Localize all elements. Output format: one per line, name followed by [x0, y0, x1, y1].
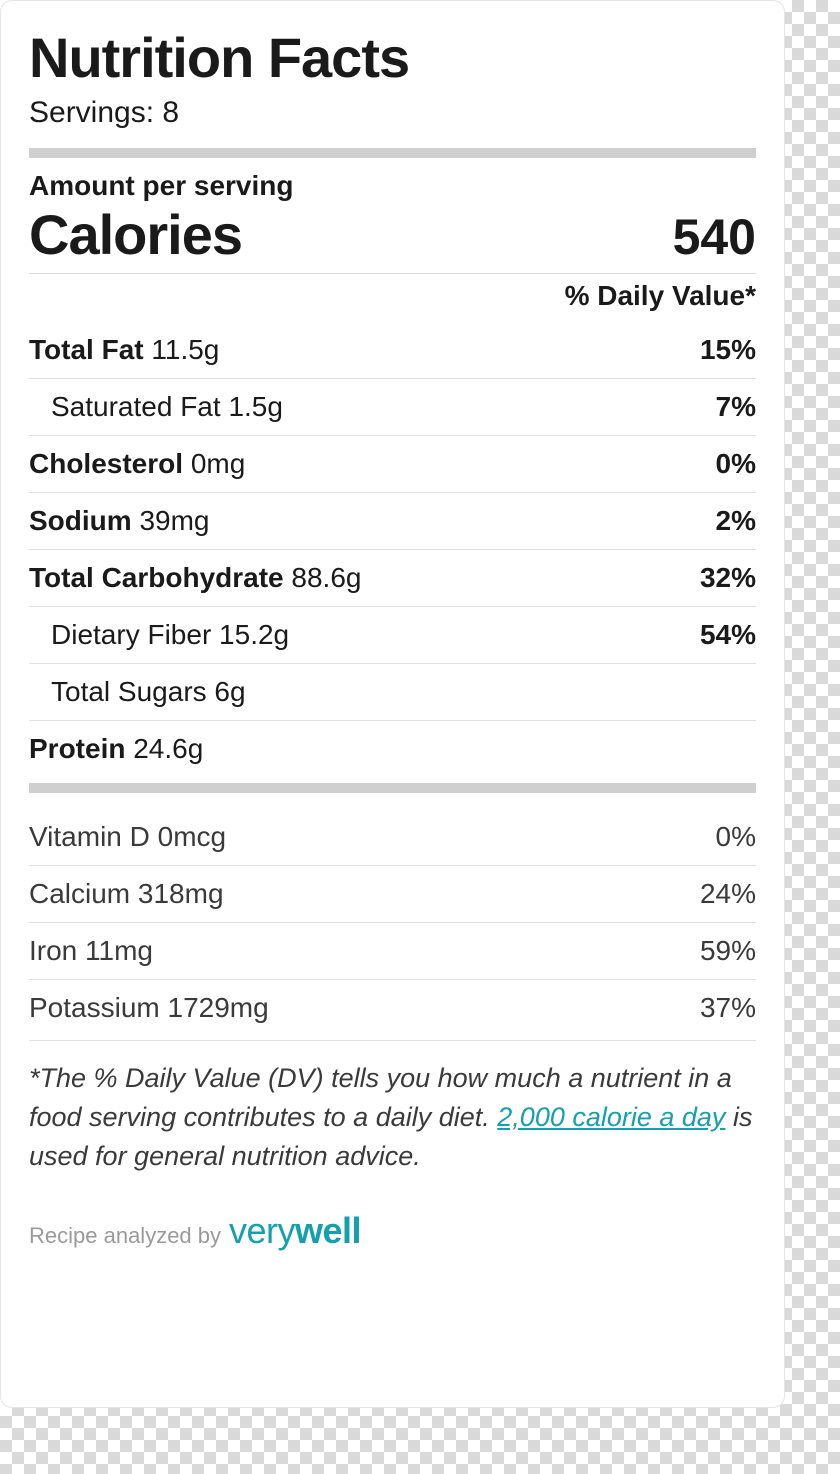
- calorie-link[interactable]: 2,000 calorie a day: [497, 1102, 725, 1132]
- divider-thick-mid: [29, 783, 756, 793]
- nutrient-label: Dietary Fiber 15.2g: [29, 619, 289, 651]
- nutrition-facts-panel: Nutrition Facts Servings: 8 Amount per s…: [0, 0, 785, 1408]
- brand-logo: verywell: [229, 1210, 361, 1252]
- nutrient-label: Sodium 39mg: [29, 505, 210, 537]
- nutrient-row: Dietary Fiber 15.2g 54%: [29, 606, 756, 663]
- nutrient-name: Cholesterol: [29, 448, 191, 479]
- vitamin-dv: 24%: [700, 878, 756, 910]
- vitamin-label: Calcium 318mg: [29, 878, 224, 910]
- nutrient-dv: 0%: [716, 448, 756, 480]
- divider-thick-top: [29, 148, 756, 158]
- nutrient-dv: 2%: [716, 505, 756, 537]
- nutrient-dv: 54%: [700, 619, 756, 651]
- nutrient-name: Saturated Fat: [51, 391, 228, 422]
- brand-light: very: [229, 1210, 295, 1251]
- vitamin-label: Vitamin D 0mcg: [29, 821, 226, 853]
- daily-value-header: % Daily Value*: [29, 274, 756, 322]
- nutrient-dv: 15%: [700, 334, 756, 366]
- nutrient-amount: 39mg: [139, 505, 209, 536]
- vitamin-dv: 37%: [700, 992, 756, 1024]
- nutrient-name: Total Sugars: [51, 676, 214, 707]
- nutrient-name: Total Carbohydrate: [29, 562, 291, 593]
- nutrient-amount: 0mg: [191, 448, 245, 479]
- attribution-text: Recipe analyzed by: [29, 1223, 221, 1249]
- nutrient-amount: 88.6g: [291, 562, 361, 593]
- servings-value: 8: [162, 96, 179, 129]
- nutrient-row: Sodium 39mg 2%: [29, 492, 756, 549]
- nutrient-row: Total Fat 11.5g 15%: [29, 322, 756, 378]
- calories-label: Calories: [29, 202, 242, 267]
- nutrient-row: Cholesterol 0mg 0%: [29, 435, 756, 492]
- nutrient-dv: 7%: [716, 391, 756, 423]
- vitamin-label: Iron 11mg: [29, 935, 153, 967]
- servings-line: Servings: 8: [29, 96, 756, 130]
- amount-per-serving-label: Amount per serving: [29, 170, 756, 202]
- nutrient-label: Total Sugars 6g: [29, 676, 246, 708]
- attribution-line: Recipe analyzed by verywell: [29, 1210, 756, 1252]
- calories-row: Calories 540: [29, 202, 756, 267]
- nutrient-label: Saturated Fat 1.5g: [29, 391, 283, 423]
- transparency-checker-right: [780, 0, 840, 1474]
- vitamins-list: Vitamin D 0mcg 0% Calcium 318mg 24% Iron 11m…: [29, 805, 756, 1036]
- nutrient-name: Protein: [29, 733, 133, 764]
- nutrient-label: Protein 24.6g: [29, 733, 203, 765]
- servings-label: Servings:: [29, 96, 154, 129]
- nutrient-label: Total Carbohydrate 88.6g: [29, 562, 361, 594]
- nutrient-row: Saturated Fat 1.5g 7%: [29, 378, 756, 435]
- vitamin-row: Calcium 318mg 24%: [29, 865, 756, 922]
- nutrient-amount: 24.6g: [133, 733, 203, 764]
- nutrient-label: Cholesterol 0mg: [29, 448, 245, 480]
- calories-value: 540: [673, 208, 756, 266]
- nutrient-name: Total Fat: [29, 334, 151, 365]
- transparency-checker-bottom: [0, 1404, 840, 1474]
- vitamin-row: Vitamin D 0mcg 0%: [29, 805, 756, 865]
- nutrient-dv: 32%: [700, 562, 756, 594]
- nutrient-row: Total Sugars 6g: [29, 663, 756, 720]
- nutrient-amount: 6g: [214, 676, 245, 707]
- nutrient-amount: 1.5g: [228, 391, 283, 422]
- nutrient-name: Dietary Fiber: [51, 619, 219, 650]
- nutrient-amount: 11.5g: [151, 334, 219, 365]
- daily-value-footnote: *The % Daily Value (DV) tells you how mu…: [29, 1040, 756, 1176]
- brand-bold: well: [295, 1210, 361, 1251]
- nutrient-label: Total Fat 11.5g: [29, 334, 219, 366]
- vitamin-label: Potassium 1729mg: [29, 992, 269, 1024]
- nutrient-name: Sodium: [29, 505, 139, 536]
- vitamin-dv: 0%: [716, 821, 756, 853]
- nutrient-row: Protein 24.6g: [29, 720, 756, 777]
- panel-title: Nutrition Facts: [29, 29, 756, 88]
- vitamin-row: Iron 11mg 59%: [29, 922, 756, 979]
- vitamin-row: Potassium 1729mg 37%: [29, 979, 756, 1036]
- nutrient-row: Total Carbohydrate 88.6g 32%: [29, 549, 756, 606]
- nutrients-list: Total Fat 11.5g 15% Saturated Fat 1.5g 7% Ch…: [29, 322, 756, 777]
- nutrient-amount: 15.2g: [219, 619, 289, 650]
- vitamin-dv: 59%: [700, 935, 756, 967]
